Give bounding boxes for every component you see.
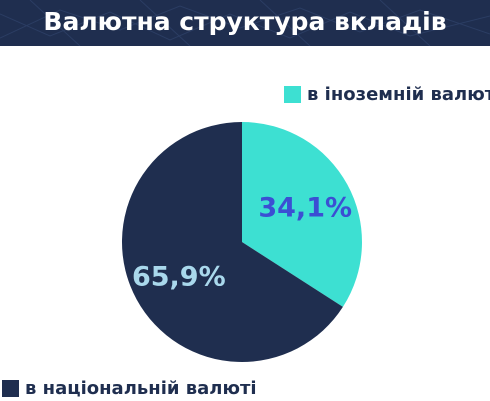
title-banner: Валютна структура вкладів [0,0,490,46]
pie-slice-foreign-currency [242,122,362,307]
legend-swatch-foreign [284,86,301,103]
page-title: Валютна структура вкладів [43,7,447,36]
legend-swatch-national [2,380,19,397]
legend-item-national-currency: в національній валюті [2,378,257,399]
banner-pattern [0,0,490,46]
legend-item-foreign-currency: в іноземній валюті [284,84,490,105]
legend-label-foreign: в іноземній валюті [307,84,490,105]
pie-slice-national-currency [121,121,343,362]
slice-value-label-foreign: 34,1% [258,193,352,224]
legend-label-national: в національній валюті [25,378,257,399]
slice-value-label-national: 65,9% [132,262,226,293]
